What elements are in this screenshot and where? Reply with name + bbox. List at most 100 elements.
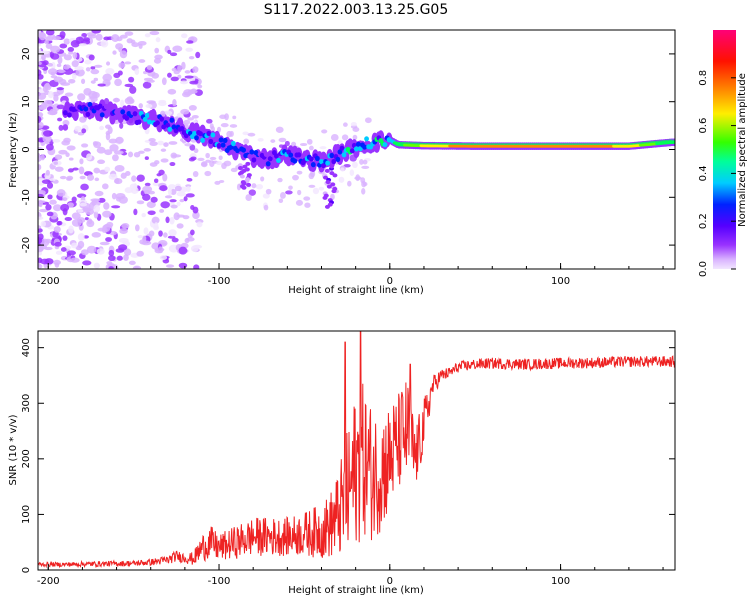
heatmap-cell	[206, 130, 212, 137]
heatmap-cell	[45, 30, 55, 36]
heatmap-cell	[185, 193, 195, 198]
heatmap-cell	[53, 259, 61, 266]
heatmap-cell	[361, 180, 367, 188]
snr-y-ticks: 0 100 200 300 400	[21, 338, 675, 573]
heatmap-cell	[109, 144, 119, 152]
heatmap-cell	[142, 193, 151, 201]
heatmap-cell	[85, 111, 91, 117]
heatmap-cell	[64, 216, 73, 221]
heatmap-cell	[142, 185, 153, 193]
heatmap-cell	[38, 61, 42, 65]
heatmap-cell	[105, 132, 111, 141]
heatmap-cell	[79, 175, 86, 180]
heatmap-cell	[190, 245, 199, 252]
heatmap-cell	[115, 43, 124, 50]
heatmap-cell	[112, 154, 119, 162]
heatmap-cell	[159, 185, 168, 192]
heatmap-cell	[123, 254, 129, 262]
heatmap-cell	[44, 39, 49, 45]
heatmap-cell	[193, 264, 200, 269]
heatmap-cell	[361, 165, 370, 170]
heatmap-cell	[214, 180, 221, 185]
heatmap-cell	[38, 189, 46, 196]
heatmap-cell	[235, 147, 240, 154]
heatmap-cell	[163, 142, 169, 147]
heatmap-cell	[96, 248, 105, 255]
heatmap-cell	[295, 199, 303, 206]
heatmap-cell	[85, 67, 91, 72]
heatmap-cell	[63, 54, 72, 61]
heatmap-cell	[38, 154, 42, 162]
heatmap-cell	[127, 151, 134, 158]
heatmap-cell	[341, 152, 347, 158]
heatmap-cell	[285, 190, 293, 195]
colorbar-tick-label: 0.8	[698, 70, 709, 86]
heatmap-cell	[54, 241, 62, 247]
heatmap-cell	[303, 196, 311, 201]
heatmap-cell	[671, 140, 675, 144]
heatmap-cell	[331, 189, 337, 194]
heatmap-cell	[201, 162, 208, 167]
heatmap-cell	[324, 168, 330, 173]
heatmap-cell	[77, 93, 86, 101]
heatmap-cell	[171, 154, 182, 158]
heatmap-cell	[68, 157, 74, 161]
heatmap-cell	[296, 170, 303, 175]
heatmap-cell	[131, 42, 140, 48]
heatmap-cell	[42, 130, 53, 137]
heatmap-cell	[114, 165, 125, 172]
heatmap-cell	[91, 30, 102, 34]
heatmap-cell	[108, 249, 115, 257]
heatmap-cell	[167, 49, 172, 54]
heatmap-cell	[52, 204, 62, 212]
heatmap-cell	[38, 225, 42, 229]
heatmap-cell	[218, 155, 223, 161]
heatmap-cell	[42, 60, 49, 66]
y-tick-label: 100	[21, 505, 32, 524]
heatmap-cell	[160, 201, 170, 209]
colorbar-gradient	[713, 30, 736, 269]
heatmap-cell	[216, 160, 222, 166]
heatmap-cell	[141, 212, 146, 218]
heatmap-cell	[162, 173, 168, 182]
heatmap-cell	[126, 96, 134, 103]
heatmap-cell	[92, 141, 98, 146]
heatmap-cell	[119, 50, 128, 59]
heatmap-cell	[265, 161, 271, 167]
heatmap-cell	[244, 178, 250, 183]
heatmap-cell	[40, 220, 47, 227]
heatmap-cell	[102, 183, 109, 190]
heatmap-cell	[267, 156, 273, 162]
heatmap-cell	[62, 235, 68, 241]
y-tick-label: 0	[21, 567, 32, 573]
heatmap-cell	[382, 142, 388, 148]
heatmap-cell	[76, 217, 86, 224]
colorbar-tick-label: 0.0	[698, 261, 709, 277]
heatmap-cell	[99, 125, 104, 131]
heatmap-cell	[38, 48, 42, 52]
heatmap-cell	[39, 258, 50, 265]
heatmap-cell	[54, 166, 64, 172]
heatmap-cell	[49, 199, 57, 205]
x-tick-label: 100	[551, 276, 570, 287]
heatmap-cell	[46, 211, 54, 217]
heatmap-cell	[133, 151, 141, 158]
heatmap-cell	[325, 180, 331, 185]
heatmap-cell	[187, 117, 194, 121]
heatmap-cell	[41, 179, 51, 184]
heatmap-cell	[96, 146, 106, 154]
heatmap-cell	[278, 137, 287, 143]
heatmap-cell	[350, 121, 357, 127]
heatmap-cell	[146, 119, 152, 125]
heatmap-cell	[166, 264, 175, 268]
heatmap-cell	[38, 116, 42, 124]
heatmap-cell	[292, 174, 299, 181]
heatmap-cell	[53, 226, 61, 233]
spectrogram-x-ticks: -200 -100 0 100	[37, 263, 664, 287]
heatmap-cell	[172, 98, 177, 107]
heatmap-cell	[50, 45, 61, 54]
heatmap-cell	[134, 68, 140, 75]
x-tick-label: -200	[37, 276, 60, 287]
snr-x-ticks: -200 -100 0 100	[37, 564, 664, 587]
heatmap-cell	[247, 153, 253, 160]
